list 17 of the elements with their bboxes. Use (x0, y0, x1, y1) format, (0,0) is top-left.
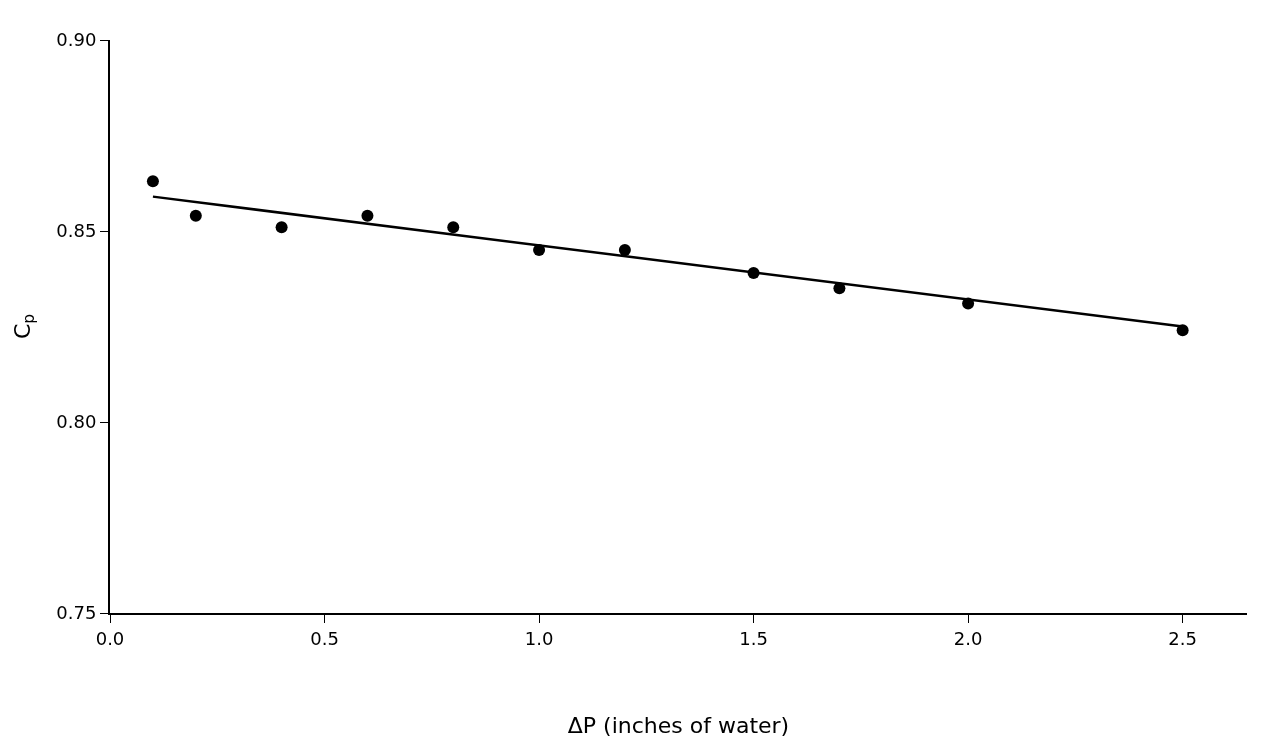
point (275, 221, 288, 234)
y-tick-label: 0.85 (56, 220, 97, 242)
x-tick-label: 0.0 (95, 627, 125, 649)
point (189, 209, 202, 222)
point (361, 209, 374, 222)
point (618, 244, 631, 257)
point (146, 175, 159, 188)
y-tick-label: 0.75 (56, 602, 97, 624)
x-axis-title: ΔP (inches of water) (567, 713, 790, 738)
x-tick-label: 1.5 (739, 627, 768, 649)
x-tick-label: 0.5 (310, 627, 339, 649)
point (447, 221, 460, 234)
x-tick-label: 2.0 (953, 627, 983, 649)
y-tick-label: 0.90 (56, 29, 97, 51)
x-tick-label: 1.0 (524, 627, 554, 649)
y-tick-label: 0.80 (56, 411, 97, 433)
x-tick-label: 2.5 (1168, 627, 1197, 649)
